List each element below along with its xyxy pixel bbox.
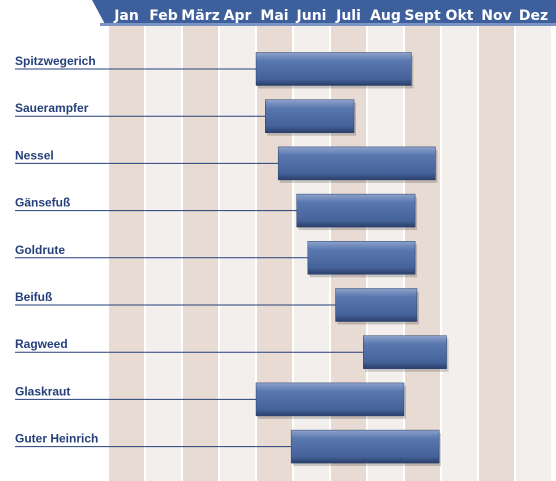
plant-label: Spitzwegerich — [15, 54, 96, 68]
month-stripe — [109, 26, 144, 481]
header-band — [92, 0, 556, 26]
month-label: Dez — [519, 8, 548, 24]
plant-label: Glaskraut — [15, 384, 70, 398]
season-bar — [255, 382, 405, 417]
plant-label: Gänsefuß — [15, 196, 70, 210]
plant-row: Ragweed — [15, 335, 449, 372]
plant-row: Nessel — [15, 146, 438, 183]
plant-rows: Spitzwegerich Sauerampfer Nessel Gänsefuß Go… — [15, 52, 449, 467]
month-stripe — [442, 26, 477, 481]
month-label: Feb — [149, 8, 178, 24]
month-label: Mai — [260, 8, 288, 24]
plant-row: Gänsefuß — [15, 193, 418, 231]
month-label: Jan — [113, 8, 139, 24]
season-bar — [255, 52, 412, 86]
plant-row: Sauerampfer — [15, 99, 357, 136]
month-stripe — [183, 26, 218, 481]
month-label: Nov — [481, 8, 511, 24]
plant-row: Spitzwegerich — [15, 52, 414, 89]
month-label: Sept — [404, 8, 441, 24]
plant-label: Guter Heinrich — [15, 432, 98, 446]
month-label: Aug — [370, 8, 401, 24]
season-bar — [296, 193, 416, 228]
plant-label: Ragweed — [15, 337, 68, 351]
month-label: März — [181, 8, 219, 24]
month-stripe — [220, 26, 255, 481]
season-bar — [265, 99, 355, 133]
month-label: Juni — [296, 8, 327, 24]
header-accent — [100, 23, 556, 26]
plant-row: Guter Heinrich — [15, 429, 442, 467]
plant-row: Goldrute — [15, 241, 418, 278]
season-bar — [290, 429, 440, 464]
month-label: Apr — [224, 8, 252, 24]
plant-row: Glaskraut — [15, 382, 406, 419]
season-bar — [277, 146, 436, 181]
plant-row: Beifuß — [15, 288, 419, 325]
month-label: Juli — [335, 8, 361, 24]
season-bar — [335, 288, 418, 322]
plant-label: Beifuß — [15, 290, 52, 304]
month-stripe — [146, 26, 181, 481]
month-stripe — [516, 26, 551, 481]
season-bar — [307, 241, 416, 275]
plant-label: Sauerampfer — [15, 101, 89, 115]
plant-label: Goldrute — [15, 243, 65, 257]
month-label: Okt — [446, 8, 474, 24]
month-stripe — [479, 26, 514, 481]
plant-label: Nessel — [15, 148, 54, 162]
month-header: Jan Feb März Apr Mai Juni Juli Aug Sept Okt Nov Dez — [92, 0, 556, 26]
season-bar — [363, 335, 447, 369]
